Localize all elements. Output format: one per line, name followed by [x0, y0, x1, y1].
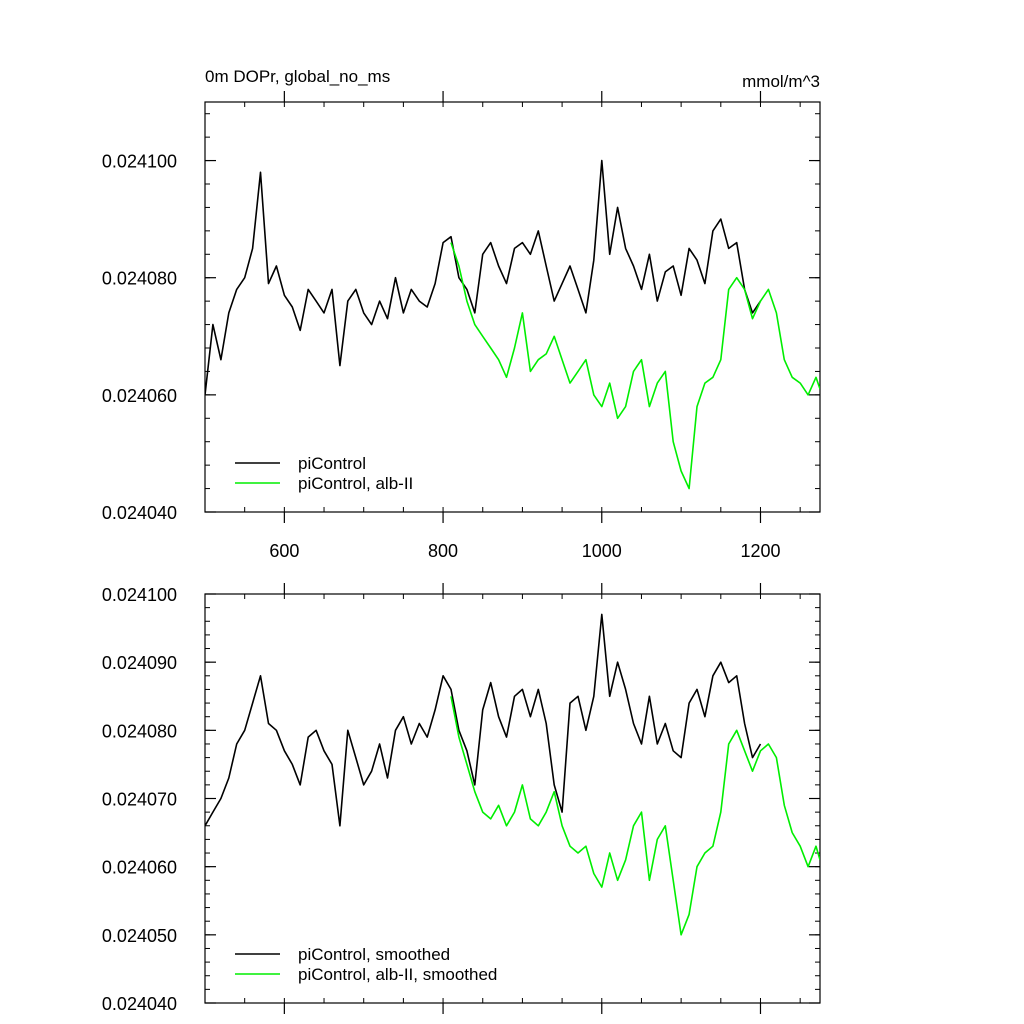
bottom-plot-frame: [204, 593, 821, 1004]
bottom-y-tick-label: 0.024090: [102, 653, 177, 673]
chart-title: 0m DOPr, global_no_ms: [205, 67, 390, 86]
top-x-tick-label: 1200: [740, 541, 780, 561]
bottom-y-tick-label: 0.024070: [102, 790, 177, 810]
bottom-y-tick-label: 0.024050: [102, 926, 177, 946]
bottom-legend-label: piControl, smoothed: [298, 945, 450, 964]
top-y-tick-label: 0.024100: [102, 152, 177, 172]
top-legend-label: piControl: [298, 454, 366, 473]
bottom-y-tick-label: 0.024100: [102, 585, 177, 605]
top-legend-label: piControl, alb-II: [298, 474, 413, 493]
top-y-tick-label: 0.024060: [102, 386, 177, 406]
top-series-line-alb-ii: [450, 242, 820, 490]
bottom-panel: 0.024040 0.024050 0.024060 0.024070 0.024080…: [102, 583, 821, 1014]
top-y-tick-label: 0.024080: [102, 269, 177, 289]
bottom-series-line-alb-ii: [450, 696, 820, 936]
bottom-y-tick-label: 0.024080: [102, 721, 177, 741]
bottom-series-line-picontrol: [205, 613, 762, 827]
top-series-line-picontrol: [205, 159, 762, 395]
top-panel: 0.024040 0.024060 0.024080 0.024100 600 800 10…: [102, 67, 821, 561]
top-x-tick-label: 1000: [582, 541, 622, 561]
top-plot-frame: [204, 101, 821, 513]
top-x-tick-label: 800: [428, 541, 458, 561]
bottom-y-tick-label: 0.024040: [102, 994, 177, 1014]
units-label: mmol/m^3: [742, 72, 820, 91]
top-y-tick-label: 0.024040: [102, 503, 177, 523]
bottom-y-tick-label: 0.024060: [102, 858, 177, 878]
bottom-legend-label: piControl, alb-II, smoothed: [298, 965, 497, 984]
top-x-tick-label: 600: [269, 541, 299, 561]
